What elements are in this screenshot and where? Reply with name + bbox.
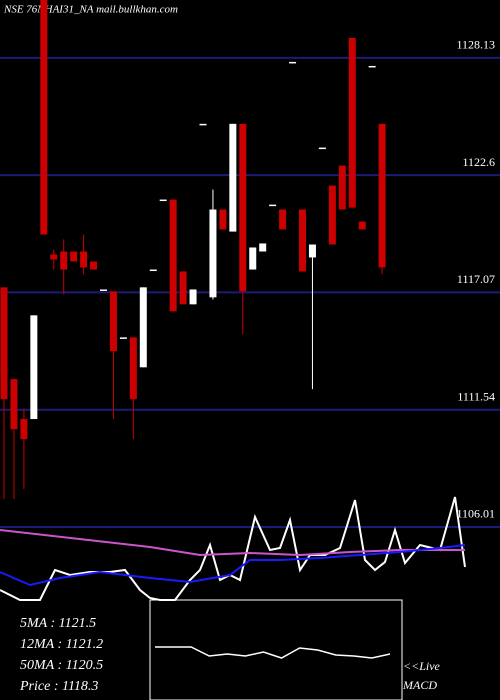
candle-body	[0, 287, 8, 400]
candle-body	[149, 269, 157, 272]
y-tick-label: 1122.6	[462, 155, 495, 169]
candle-body	[169, 199, 177, 312]
candle-body	[328, 185, 336, 245]
candle-body	[60, 251, 68, 270]
candle-body	[119, 337, 127, 339]
indicator-line	[0, 496, 466, 601]
candle-body	[159, 199, 167, 202]
candle-body	[30, 315, 38, 420]
candle-body	[318, 147, 326, 150]
legend-entry: 12MA : 1121.2	[20, 637, 103, 652]
candle-body	[368, 65, 376, 68]
legend-entry: 5MA : 1121.5	[20, 616, 96, 631]
candle-body	[179, 271, 187, 305]
candle-body	[279, 209, 287, 230]
candle-body	[70, 251, 78, 262]
candle-body	[358, 221, 366, 230]
y-tick-label: 1128.13	[456, 38, 495, 52]
candle-body	[109, 291, 117, 352]
candle-body	[229, 123, 237, 232]
candle-body	[129, 337, 137, 400]
y-tick-label: 1106.01	[456, 507, 495, 521]
candle-body	[199, 123, 207, 126]
legend-entry: Price : 1118.3	[19, 679, 98, 694]
candle-body	[189, 289, 197, 305]
indicator-line	[0, 529, 465, 557]
candle-body	[209, 209, 217, 298]
macd-line	[155, 646, 391, 659]
candle-body	[90, 261, 98, 270]
indicator-line	[0, 544, 466, 587]
y-tick-label: 1117.07	[457, 272, 495, 286]
candle-body	[348, 37, 356, 208]
candle-body	[40, 0, 48, 235]
candle-body	[338, 165, 346, 210]
candle-body	[139, 287, 147, 368]
macd-label: <<Live	[403, 659, 441, 673]
candle-body	[378, 123, 386, 268]
candle-body	[308, 244, 316, 258]
candle-body	[10, 379, 18, 430]
candle-body	[259, 243, 267, 252]
candle-body	[20, 419, 28, 440]
candle-body	[219, 209, 227, 230]
candle-body	[289, 61, 297, 64]
candle-body	[50, 254, 58, 260]
candle-body	[269, 204, 277, 207]
candle-body	[100, 289, 107, 291]
chart-title: NSE 76NHAI31_NA mail.bullkhan.com	[3, 4, 178, 16]
candle-body	[80, 251, 88, 268]
macd-panel	[149, 599, 403, 700]
candle-body	[299, 209, 306, 272]
candle-body	[249, 247, 257, 270]
candle-body	[239, 123, 247, 292]
y-tick-label: 1111.54	[457, 389, 495, 403]
legend-entry: 50MA : 1120.5	[20, 658, 103, 673]
macd-label: MACD	[402, 678, 437, 692]
